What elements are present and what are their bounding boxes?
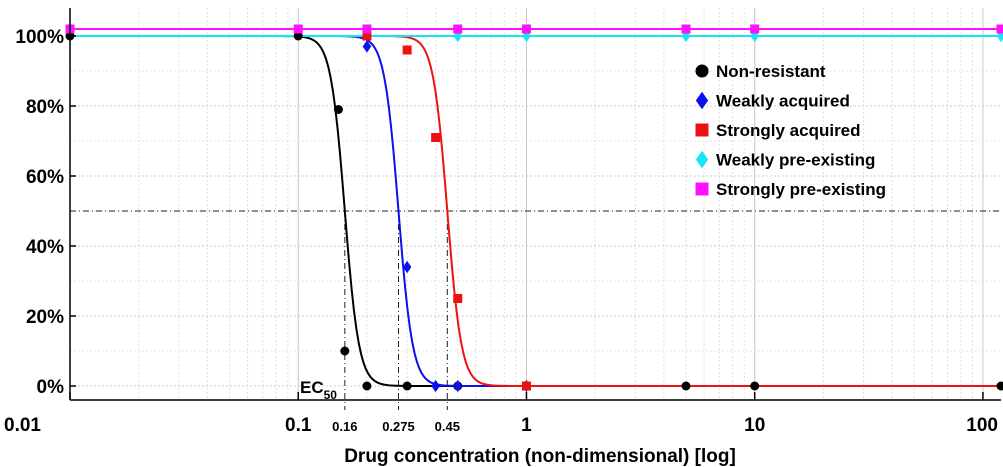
data-point	[996, 381, 1003, 391]
y-tick-label: 60%	[26, 167, 64, 188]
fitted-curves	[70, 28, 1001, 387]
data-point	[996, 24, 1003, 34]
data-point	[402, 260, 412, 274]
x-tick-label: 1	[521, 415, 532, 436]
data-point	[293, 24, 303, 34]
data-point	[362, 40, 372, 53]
data-point	[453, 24, 463, 34]
data-point	[431, 379, 440, 393]
ec50-tick-label: 0.275	[382, 419, 415, 434]
y-tick-label: 20%	[26, 307, 64, 328]
data-point	[333, 105, 343, 114]
data-point	[681, 381, 691, 391]
data-point	[521, 381, 531, 391]
legend-marker	[695, 64, 709, 78]
data-point	[681, 24, 691, 34]
data-point	[340, 346, 350, 356]
data-point	[431, 133, 441, 142]
data-point	[293, 31, 303, 41]
data-point	[521, 24, 531, 34]
y-tick-label: 0%	[37, 377, 65, 398]
y-tick-label: 100%	[15, 27, 64, 48]
axes: 0.01 0.1 1 10 100 0% 20% 40% 60% 80% 100%	[4, 8, 1001, 436]
data-points	[65, 24, 1003, 393]
legend: Non-resistant Weakly acquired Strongly acq…	[695, 62, 886, 199]
legend-marker	[695, 91, 709, 110]
legend-label: Non-resistant	[716, 62, 826, 81]
data-point	[362, 24, 372, 34]
x-tick-label: 0.01	[4, 415, 41, 436]
data-point	[402, 45, 412, 55]
ec50-tick-label: 0.45	[435, 419, 460, 434]
grid	[69, 8, 1001, 400]
data-point	[453, 294, 463, 303]
legend-label: Weakly acquired	[716, 92, 850, 111]
x-axis-label: Drug concentration (non-dimensional) [lo…	[344, 446, 736, 467]
ec50-reference-lines: 0.16 0.275 0.45 EC50	[70, 210, 1001, 434]
x-tick-label: 100	[966, 415, 998, 436]
legend-label: Strongly acquired	[716, 121, 861, 140]
data-point	[362, 31, 372, 41]
ec50-tick-label: 0.16	[332, 419, 357, 434]
legend-marker	[695, 123, 709, 137]
legend-marker	[695, 150, 709, 169]
ec50-label: EC50	[300, 378, 337, 402]
data-point	[453, 379, 463, 393]
y-tick-label: 40%	[26, 237, 64, 258]
data-point	[750, 24, 760, 34]
legend-marker	[695, 182, 709, 196]
data-point	[402, 381, 412, 391]
x-tick-label: 10	[744, 415, 765, 436]
y-tick-label: 80%	[26, 97, 64, 118]
data-point	[362, 381, 372, 391]
legend-label: Weakly pre-existing	[716, 151, 875, 170]
data-point	[750, 381, 760, 391]
x-tick-label: 0.1	[285, 415, 312, 436]
legend-label: Strongly pre-existing	[716, 180, 886, 199]
